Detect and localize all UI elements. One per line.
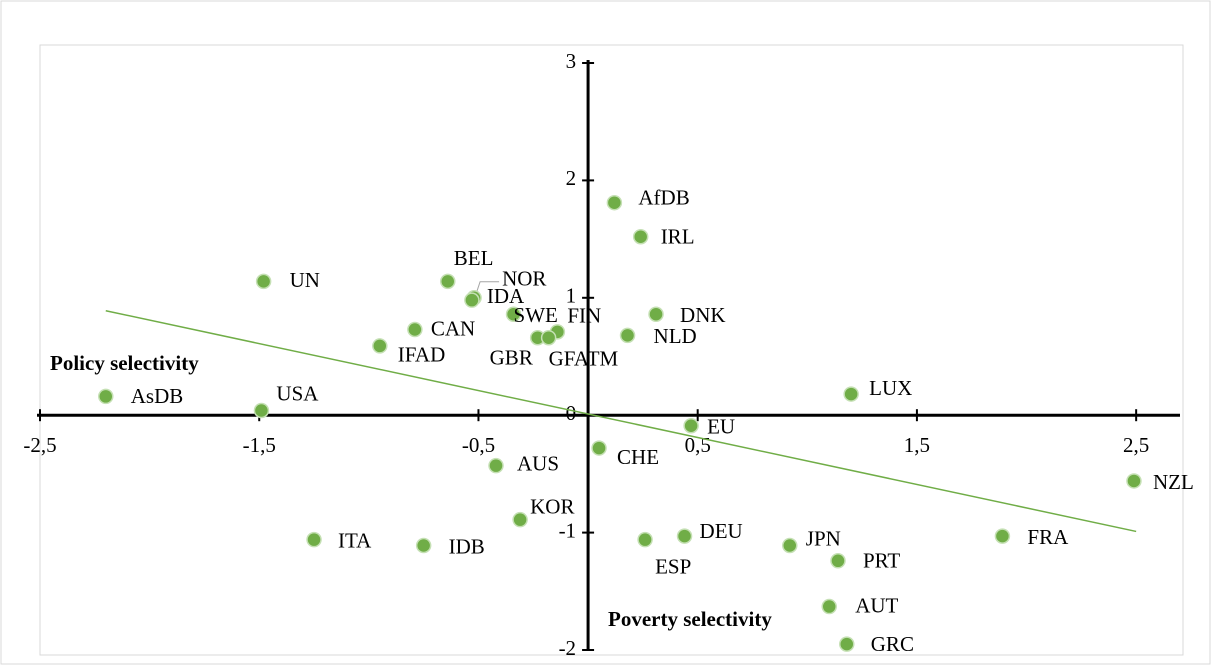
point — [512, 511, 528, 528]
point-label: FRA — [1027, 525, 1069, 549]
point-label: FIN — [567, 304, 601, 328]
x-tick-label: -0,5 — [462, 433, 495, 457]
point-label: LUX — [869, 376, 912, 400]
point — [488, 457, 504, 474]
point — [505, 306, 522, 322]
point-label: DNK — [680, 303, 726, 327]
point-label: JPN — [806, 526, 841, 550]
x-tick-label: -2,5 — [23, 433, 56, 457]
point-label: AUS — [517, 451, 559, 475]
point — [464, 292, 480, 308]
annotation: Poverty selectivity — [608, 607, 772, 631]
point — [782, 537, 798, 554]
y-tick-label: 2 — [566, 166, 577, 190]
point-label: BEL — [454, 246, 494, 270]
y-tick-label: -2 — [559, 636, 577, 660]
point-label: IDA — [487, 284, 525, 308]
point — [637, 531, 653, 548]
x-tick-label: 2,5 — [1123, 433, 1149, 457]
point-label: AfDB — [638, 186, 689, 210]
point-label: AsDB — [131, 384, 184, 408]
point — [255, 273, 272, 290]
point-label: SWE — [514, 303, 558, 327]
point — [830, 553, 846, 569]
point-label: CAN — [431, 316, 475, 340]
point — [415, 537, 432, 554]
point — [253, 402, 270, 419]
plot-area — [39, 44, 1184, 656]
y-tick-label: 1 — [566, 284, 577, 308]
point-label: GFATM — [549, 347, 619, 371]
point-label: KOR — [530, 494, 574, 518]
point-label: UN — [290, 268, 320, 292]
point — [619, 327, 636, 344]
point-label: DEU — [700, 519, 743, 543]
point — [632, 229, 649, 245]
point — [591, 440, 607, 456]
point-label: IFAD — [398, 343, 445, 367]
point — [306, 531, 322, 548]
point — [407, 321, 423, 338]
y-tick-label: -1 — [559, 518, 577, 542]
point — [843, 386, 859, 402]
point-label: IDB — [449, 534, 485, 558]
point — [821, 598, 837, 615]
point-label: ESP — [655, 554, 691, 578]
point — [994, 528, 1011, 544]
point — [440, 273, 456, 290]
point — [648, 306, 664, 322]
point-label: ITA — [338, 528, 372, 552]
point-label: GRC — [871, 632, 914, 656]
point — [98, 388, 114, 405]
point — [606, 194, 623, 211]
point-label: IRL — [661, 225, 695, 249]
point — [372, 338, 388, 354]
point-label: AUT — [855, 593, 898, 617]
y-tick-label: 0 — [566, 401, 577, 425]
x-tick-label: 1,5 — [904, 433, 930, 457]
point — [540, 329, 557, 346]
leader-line — [475, 281, 500, 294]
point-label: PRT — [863, 549, 900, 573]
point-label: NZL — [1153, 470, 1194, 494]
point-label: EU — [707, 415, 735, 439]
trendline — [105, 309, 1137, 533]
x-tick-label: -1,5 — [243, 433, 276, 457]
point — [839, 636, 855, 652]
point-label: NLD — [654, 324, 697, 348]
point-label: CHE — [617, 445, 659, 469]
point-label: USA — [276, 381, 319, 405]
point-label: NOR — [502, 267, 546, 291]
point-label: GBR — [490, 346, 533, 370]
y-tick-label: 3 — [566, 49, 577, 73]
point — [676, 528, 693, 544]
point — [683, 418, 699, 434]
annotation: Policy selectivity — [50, 351, 199, 375]
point — [1126, 473, 1142, 489]
